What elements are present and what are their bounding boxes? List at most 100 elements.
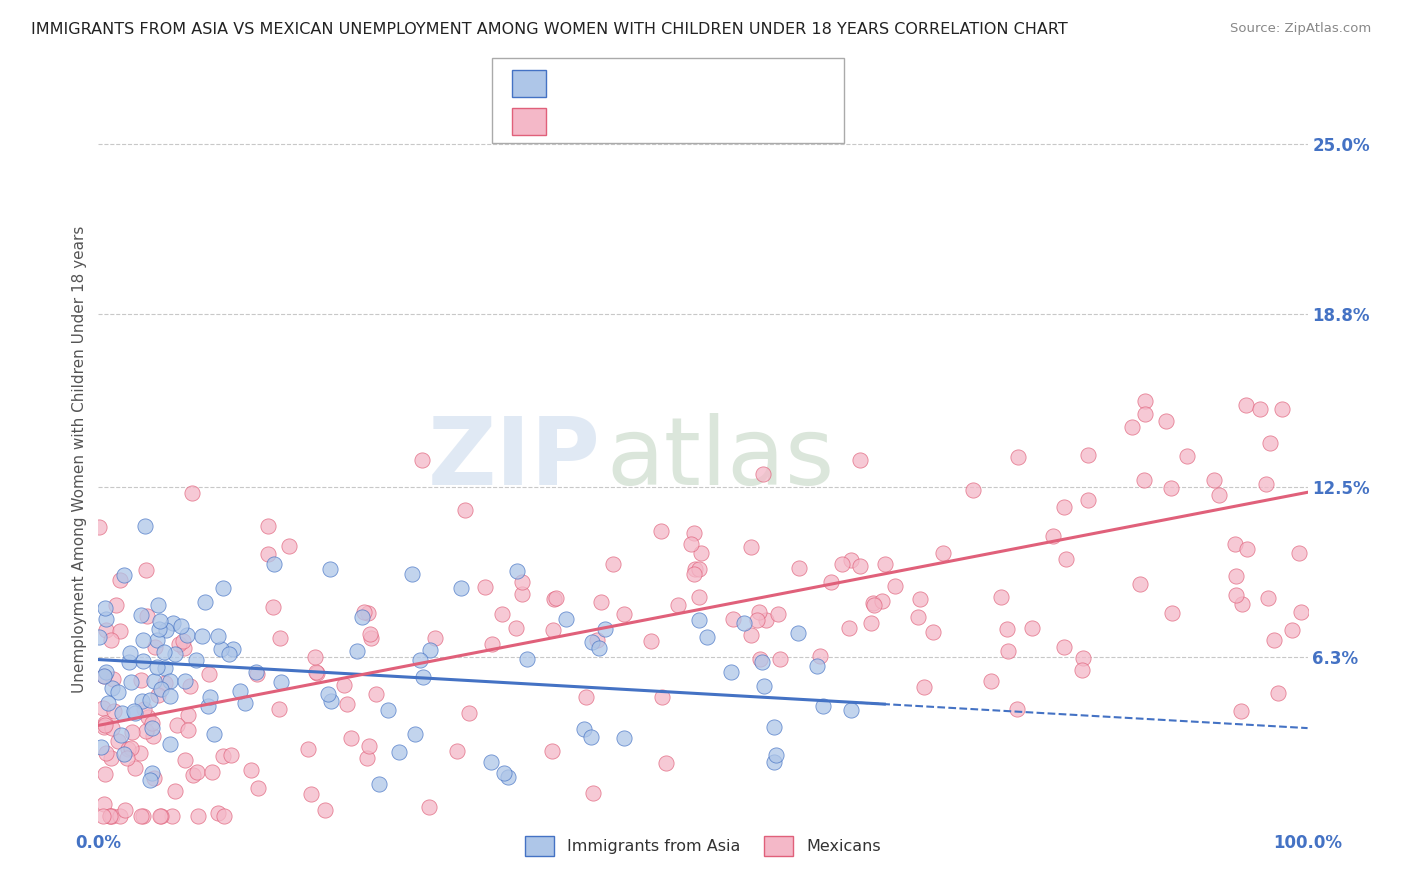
Point <box>912 680 935 694</box>
Point <box>454 502 477 516</box>
Point <box>132 633 155 648</box>
Point <box>1129 577 1152 591</box>
Point <box>907 610 929 624</box>
Point <box>546 591 568 605</box>
Point <box>995 623 1018 637</box>
Point <box>811 699 834 714</box>
Point <box>446 744 468 758</box>
Point <box>139 773 162 788</box>
Point <box>787 561 810 575</box>
Point <box>588 640 610 655</box>
Point <box>149 614 172 628</box>
Point <box>152 645 174 659</box>
Point <box>122 704 145 718</box>
Point <box>129 673 152 688</box>
Point <box>124 761 146 775</box>
Point <box>136 709 159 723</box>
Point <box>411 452 433 467</box>
Point <box>100 633 122 648</box>
Point <box>1021 621 1043 635</box>
Point <box>690 545 713 559</box>
Point <box>862 596 884 610</box>
Point <box>1234 398 1257 412</box>
Point <box>177 723 200 737</box>
Point <box>212 749 235 764</box>
Point <box>269 631 291 645</box>
Point <box>305 665 328 680</box>
Point <box>688 591 710 605</box>
Point <box>93 669 115 683</box>
Point <box>838 621 860 635</box>
Point <box>207 629 229 643</box>
Point <box>613 731 636 746</box>
Point <box>135 724 157 739</box>
Point <box>112 568 135 582</box>
Point <box>262 599 284 614</box>
Point <box>1258 436 1281 450</box>
Point <box>316 687 339 701</box>
Point <box>87 520 110 534</box>
Point <box>1007 450 1029 465</box>
Point <box>93 720 115 734</box>
Point <box>98 809 121 823</box>
Point <box>1225 588 1247 602</box>
Point <box>682 525 704 540</box>
Point <box>572 722 595 736</box>
Point <box>91 701 114 715</box>
Point <box>541 623 564 637</box>
Point <box>333 678 356 692</box>
Point <box>543 592 565 607</box>
Point <box>198 690 221 704</box>
Point <box>357 606 380 620</box>
Point <box>582 786 605 800</box>
Point <box>201 764 224 779</box>
Point <box>256 519 278 533</box>
Point <box>849 559 872 574</box>
Legend: Immigrants from Asia, Mexicans: Immigrants from Asia, Mexicans <box>519 830 887 863</box>
Point <box>94 665 117 679</box>
Point <box>1267 686 1289 700</box>
Point <box>176 628 198 642</box>
Point <box>1053 500 1076 514</box>
Point <box>219 747 242 762</box>
Point <box>101 809 124 823</box>
Point <box>356 750 378 764</box>
Point <box>1077 448 1099 462</box>
Point <box>733 616 755 631</box>
Point <box>169 619 191 633</box>
Point <box>388 745 411 759</box>
Point <box>336 697 359 711</box>
Point <box>1042 529 1064 543</box>
Point <box>748 605 770 619</box>
Point <box>360 631 382 645</box>
Point <box>457 706 479 720</box>
Point <box>162 616 184 631</box>
Point <box>246 781 269 796</box>
Point <box>613 607 636 621</box>
Point <box>132 809 155 823</box>
Point <box>688 562 710 576</box>
Point <box>831 557 853 571</box>
Point <box>177 708 200 723</box>
Point <box>94 718 117 732</box>
Point <box>134 702 156 716</box>
Point <box>135 609 157 624</box>
Point <box>752 467 775 482</box>
Point <box>107 734 129 748</box>
Point <box>1208 488 1230 502</box>
Point <box>740 628 762 642</box>
Point <box>94 746 117 760</box>
Point <box>418 800 440 814</box>
Point <box>602 558 624 572</box>
Point <box>1281 624 1303 638</box>
Point <box>1288 545 1310 559</box>
Point <box>246 667 269 681</box>
Point <box>1121 419 1143 434</box>
Point <box>863 599 886 613</box>
Point <box>117 741 139 756</box>
Point <box>423 631 446 645</box>
Point <box>165 784 187 798</box>
Text: ZIP: ZIP <box>427 413 600 506</box>
Point <box>357 739 380 753</box>
Point <box>319 694 342 708</box>
